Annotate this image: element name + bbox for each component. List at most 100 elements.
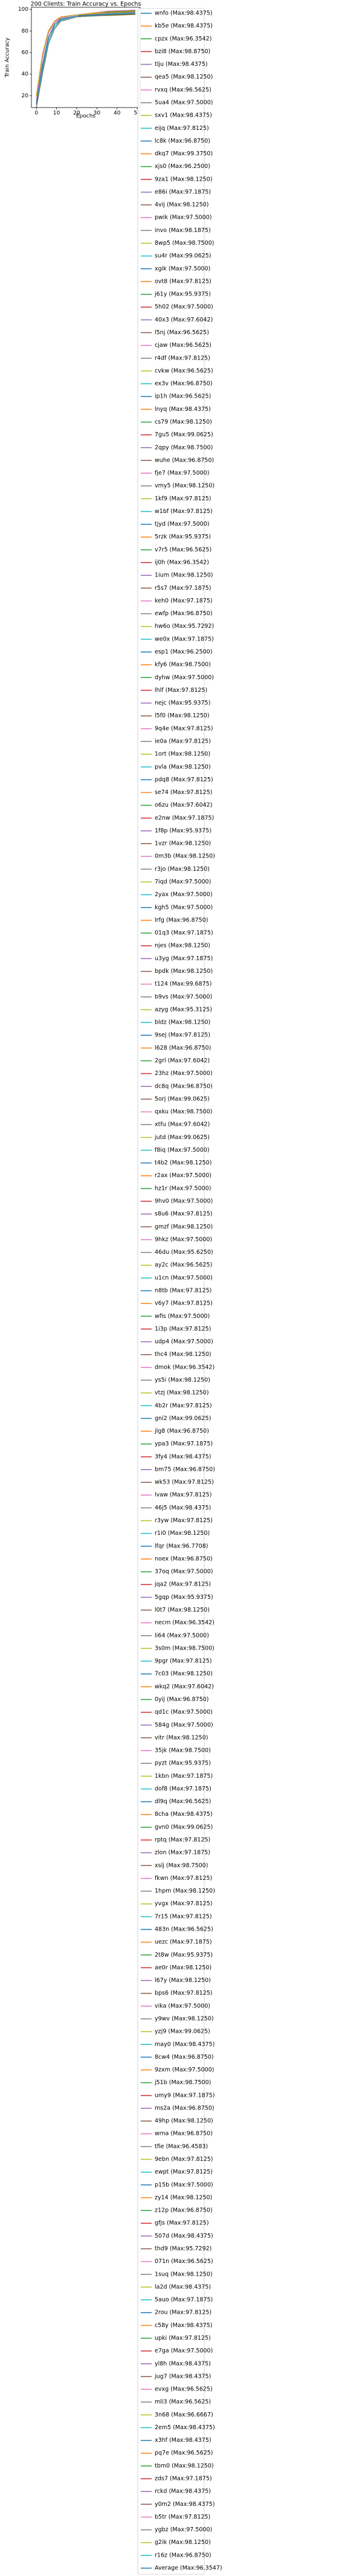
legend-label: rckd (Max:98.4375) — [155, 2488, 211, 2495]
legend-label: gfjs (Max:97.8125) — [155, 2220, 209, 2227]
series-line — [36, 13, 135, 108]
series-line — [36, 11, 135, 103]
series-line — [36, 11, 135, 100]
legend-label: wuhe (Max:96.8750) — [155, 457, 214, 463]
legend-label: p15b (Max:97.5000) — [155, 2181, 213, 2188]
legend-label: g2ik (Max:98.1250) — [155, 2539, 211, 2546]
legend-label: r16z (Max:96.8750) — [155, 2552, 211, 2558]
legend-label: lnyq (Max:98.4375) — [155, 406, 211, 413]
legend-label: zlon (Max:97.1875) — [155, 1850, 210, 1856]
series-line — [36, 13, 135, 108]
legend-label: se74 (Max:97.8125) — [155, 789, 212, 796]
legend-label: cjaw (Max:96.5625) — [155, 342, 211, 349]
legend-label: 2rou (Max:97.8125) — [155, 2310, 211, 2316]
legend-label: 5rzk (Max:95.9375) — [155, 534, 211, 540]
series-line — [36, 11, 135, 96]
legend-label: z12p (Max:96.8750) — [155, 2207, 213, 2214]
legend-label: 9pgr (Max:97.8125) — [155, 1658, 212, 1665]
axes-frame — [31, 7, 141, 108]
series-line — [36, 11, 135, 100]
series-line — [36, 11, 135, 96]
legend-label: c58y (Max:98.4375) — [155, 2322, 213, 2329]
legend-label: 7c03 (Max:98.1250) — [155, 1671, 213, 1677]
legend-label: su4r (Max:99.0625) — [155, 253, 211, 259]
legend-label: jqa2 (Max:97.8125) — [154, 1581, 211, 1588]
legend-label: pyzt (Max:95.9375) — [155, 1760, 211, 1767]
legend-label: ae0r (Max:98.1250) — [155, 1964, 211, 1971]
series-line — [36, 13, 135, 108]
series-line — [36, 11, 135, 108]
series-line — [36, 11, 135, 96]
series-line — [36, 11, 135, 108]
series-line — [36, 11, 135, 103]
legend-label: j61y (Max:95.9375) — [154, 291, 211, 298]
legend-label: cs79 (Max:98.1250) — [155, 419, 212, 425]
series-line — [36, 11, 135, 100]
legend-label: jug7 (Max:98.4375) — [154, 2373, 211, 2380]
legend-label: r5s7 (Max:97.1875) — [155, 585, 211, 592]
series-line — [36, 11, 135, 103]
legend-label: gmzf (Max:98.1250) — [155, 1224, 213, 1230]
legend-label: hz1r (Max:97.5000) — [155, 1185, 211, 1192]
series-line — [36, 11, 135, 96]
legend-label: r2ax (Max:97.5000) — [155, 1172, 211, 1179]
series-line — [36, 11, 135, 103]
legend-label: 1ort (Max:98.1250) — [155, 751, 210, 758]
legend-label: pwik (Max:97.5000) — [155, 215, 212, 221]
legend-label: r4df (Max:97.8125) — [155, 355, 210, 361]
series-line — [36, 11, 135, 96]
series-line — [36, 11, 135, 103]
legend-label: umy9 (Max:97.1875) — [155, 2092, 215, 2099]
legend-label: 071n (Max:96.5625) — [155, 2258, 213, 2265]
legend-label: vika (Max:97.5000) — [155, 2003, 210, 2009]
legend-label: u1cn (Max:97.5000) — [155, 1274, 213, 1281]
legend-label: udp4 (Max:97.5000) — [155, 1338, 213, 1345]
legend-label: 1kbn (Max:97.1875) — [155, 1773, 213, 1780]
series-line — [36, 10, 135, 96]
series-line — [36, 13, 135, 96]
legend-label: 5ua4 (Max:97.5000) — [155, 99, 213, 106]
legend-label: 0m3b (Max:98.1250) — [155, 853, 215, 860]
legend-label: xtfu (Max:97.6042) — [155, 1122, 210, 1128]
legend-label: rvxq (Max:96.5625) — [155, 86, 211, 93]
legend-label: uezc (Max:97.1875) — [155, 1939, 212, 1946]
series-line — [36, 11, 135, 96]
legend-label: lc8k (Max:96.8750) — [155, 138, 210, 144]
legend-label: lrfg (Max:96.8750) — [155, 917, 208, 923]
legend-label: xslj (Max:98.7500) — [155, 1862, 208, 1869]
legend-label: keh0 (Max:97.1875) — [155, 598, 213, 604]
series-line — [36, 11, 135, 105]
series-line — [36, 11, 135, 105]
legend-label: thc4 (Max:98.1250) — [155, 1351, 211, 1358]
legend-label: jlg8 (Max:96.8750) — [154, 1428, 209, 1435]
legend-label: lfqr (Max:96.7708) — [155, 1543, 208, 1549]
legend-label: 37oq (Max:97.5000) — [155, 1569, 213, 1575]
y-tick-label: 20 — [22, 93, 29, 99]
series-line — [36, 11, 135, 100]
legend-label: qd1c (Max:97.5000) — [155, 1709, 213, 1716]
legend-label: v7r5 (Max:96.5625) — [155, 546, 211, 553]
legend-label: we0x (Max:97.1875) — [155, 636, 214, 642]
legend-label: r3jo (Max:98.1250) — [155, 866, 210, 873]
series-line — [36, 11, 135, 96]
legend-label: v6y7 (Max:97.8125) — [155, 1300, 213, 1307]
series-line — [36, 11, 135, 108]
x-tick-label: 10 — [53, 111, 60, 117]
legend-label: ovt8 (Max:97.8125) — [155, 278, 211, 285]
series-line — [36, 11, 135, 100]
legend-label: ygbz (Max:97.5000) — [155, 2526, 212, 2533]
legend-label: ypa3 (Max:97.1875) — [155, 1441, 213, 1447]
series-line — [36, 13, 135, 100]
series-line — [36, 11, 135, 103]
series-line — [36, 11, 135, 96]
legend-label: y9wv (Max:98.1250) — [155, 2015, 214, 2022]
series-line — [36, 13, 135, 103]
series-line — [36, 11, 135, 103]
series-line — [36, 11, 135, 105]
legend-label: mli3 (Max:96.5625) — [155, 2399, 211, 2406]
legend-label: yvgx (Max:97.8125) — [155, 1900, 212, 1907]
legend-label: 2grl (Max:97.6042) — [155, 1057, 210, 1064]
legend-label: 40x3 (Max:97.6042) — [155, 317, 213, 323]
series-line — [36, 12, 135, 100]
series-line — [36, 11, 135, 108]
